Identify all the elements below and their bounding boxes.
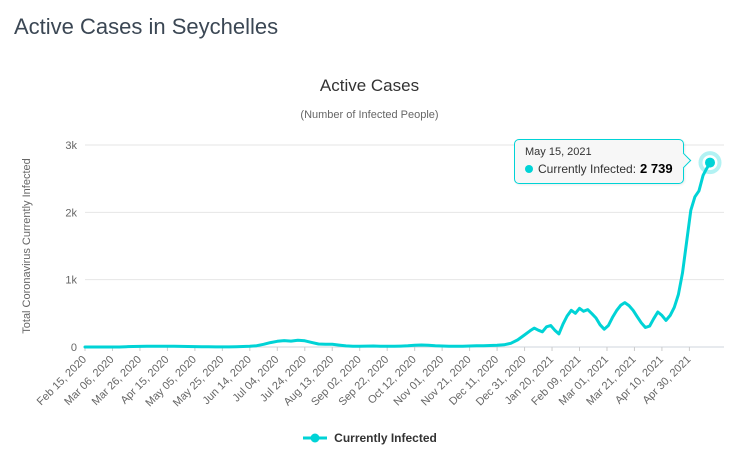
y-axis-tick-label: 3k <box>65 140 77 152</box>
y-axis-tick-label: 0 <box>71 342 77 354</box>
y-axis-tick-label: 1k <box>65 275 77 287</box>
chart-title: Active Cases <box>319 76 420 95</box>
last-point-marker[interactable] <box>705 157 715 168</box>
chart-legend: Currently Infected <box>0 431 739 445</box>
y-axis-tick-label: 2k <box>65 207 77 219</box>
marker-halo <box>698 151 722 175</box>
legend-label: Currently Infected <box>334 431 437 445</box>
tooltip-value: 2 739 <box>640 161 673 176</box>
tooltip-date: May 15, 2021 <box>525 146 592 158</box>
tooltip-series-row: Currently Infected: 2 739 <box>525 161 673 176</box>
tooltip-series-label: Currently Infected: <box>538 161 637 176</box>
y-axis-title: Total Coronavirus Currently Infected <box>21 158 33 333</box>
page-title: Active Cases in Seychelles <box>14 14 279 39</box>
legend-item-currently-infected[interactable]: Currently Infected <box>302 431 437 445</box>
legend-marker-icon <box>303 433 328 443</box>
tooltip: May 15, 2021 Currently Infected: 2 739 <box>514 139 684 184</box>
tooltip-series-dot-icon <box>525 164 533 173</box>
chart-subtitle: (Number of Infected People) <box>300 109 439 121</box>
series-line-currently-infected[interactable] <box>83 161 712 349</box>
